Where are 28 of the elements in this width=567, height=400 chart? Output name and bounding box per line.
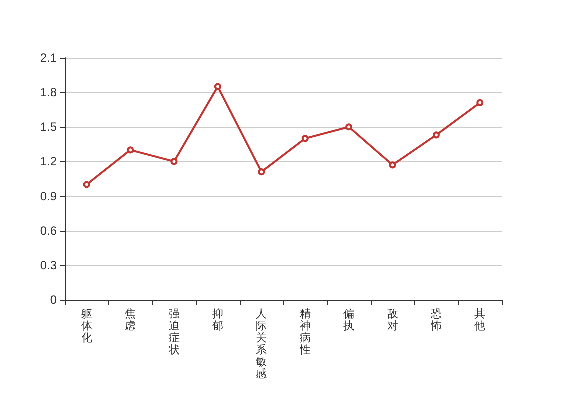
y-tick-label: 0.6 xyxy=(40,224,58,238)
point xyxy=(170,158,178,166)
x-tick-label: 敌对 xyxy=(387,308,398,332)
point xyxy=(432,132,440,139)
x-tick-label: 其他 xyxy=(474,308,486,332)
y-tick-label: 0 xyxy=(50,293,58,307)
x-tick-label: 抑郁 xyxy=(212,308,224,332)
y-tick-label: 0.9 xyxy=(40,189,58,204)
point xyxy=(83,181,90,188)
y-tick-label: 2.1 xyxy=(40,51,58,65)
x-tick-label: 躯体化 xyxy=(81,308,92,344)
x-tick-label: 恐怖 xyxy=(430,308,442,332)
y-tick-label: 1.8 xyxy=(40,86,58,100)
x-tick-label: 偏执 xyxy=(344,308,355,332)
point xyxy=(389,162,396,169)
x-tick-label: 焦虑 xyxy=(125,308,136,332)
point xyxy=(476,99,484,106)
point xyxy=(214,83,222,90)
x-tick-label: 人际关系敏感 xyxy=(256,308,268,380)
x-tick-label: 强迫症状 xyxy=(168,308,180,356)
point xyxy=(302,135,309,142)
point xyxy=(346,124,353,131)
point xyxy=(258,168,266,176)
y-tick-label: 1.2 xyxy=(40,154,58,169)
y-tick-label: 0.3 xyxy=(40,258,58,272)
point xyxy=(127,146,134,154)
x-tick-label: 精神病性 xyxy=(298,308,311,356)
y-tick-label: 1.5 xyxy=(40,120,58,134)
